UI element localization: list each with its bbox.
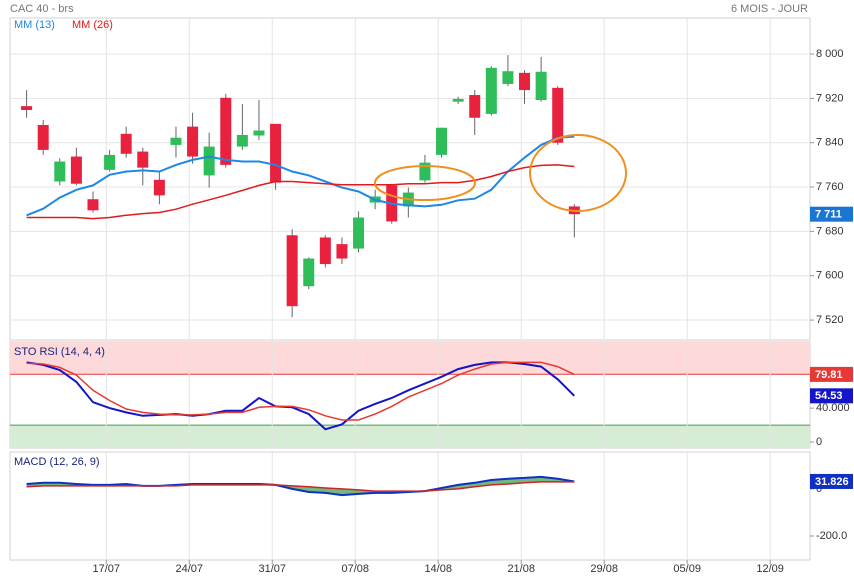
candle-body — [270, 123, 282, 183]
y-tick-label: 7 680 — [816, 225, 844, 237]
candle-body — [37, 124, 49, 150]
y-tick-label: -200.0 — [816, 530, 847, 542]
candle-body — [535, 71, 547, 101]
x-tick-label: 12/09 — [756, 563, 784, 575]
series-line — [26, 361, 575, 421]
candle-body — [120, 133, 132, 154]
x-tick-label: 31/07 — [258, 563, 286, 575]
panel — [9, 17, 811, 341]
y-tick-label: 7 840 — [816, 137, 844, 149]
value-badge-label: 31.826 — [815, 476, 849, 488]
legend-entry: MM (26) — [72, 19, 113, 31]
y-tick-label: 7 760 — [816, 181, 844, 193]
candle-body — [104, 154, 116, 170]
chart-title: CAC 40 - brs — [10, 3, 74, 15]
candle-body — [469, 95, 481, 118]
candle-body — [452, 98, 464, 102]
x-tick-label: 07/08 — [341, 563, 369, 575]
candle-body — [253, 130, 265, 136]
candle-body — [419, 162, 431, 181]
y-tick-label: 7 600 — [816, 270, 844, 282]
candle-body — [303, 258, 315, 287]
candle-body — [170, 137, 182, 145]
candle-body — [153, 179, 165, 196]
x-tick-label: 21/08 — [507, 563, 535, 575]
candle-body — [436, 127, 448, 155]
candle-body — [353, 217, 365, 249]
x-tick-label: 05/09 — [673, 563, 701, 575]
y-tick-label: 7 920 — [816, 92, 844, 104]
value-badge — [810, 473, 853, 489]
candle-body — [502, 71, 514, 84]
candle-body — [236, 134, 248, 147]
candle-body — [54, 161, 66, 182]
y-tick-label: 40.000 — [816, 402, 850, 414]
candle-body — [203, 146, 215, 176]
candle-body — [286, 235, 298, 307]
y-tick-label: 0 — [816, 436, 822, 448]
legend-entry: MM (13) — [14, 19, 55, 31]
oversold-zone — [10, 425, 810, 448]
value-badge-label: 54.53 — [815, 390, 843, 402]
overbought-zone — [10, 342, 810, 375]
candle-body — [187, 126, 199, 157]
value-badge — [810, 388, 853, 404]
candle-body — [137, 151, 149, 168]
panel-title: STO RSI (14, 4, 4) — [14, 346, 105, 358]
series-line — [26, 481, 575, 492]
y-tick-label: 7 520 — [816, 314, 844, 326]
series-line — [26, 164, 575, 220]
candle-body — [21, 106, 33, 110]
candle-body — [319, 237, 331, 265]
x-tick-label: 24/07 — [175, 563, 203, 575]
value-badge-label: 79.81 — [815, 369, 843, 381]
x-tick-label: 29/08 — [590, 563, 618, 575]
series-line — [26, 361, 576, 431]
value-badge-label: 7 711 — [815, 209, 842, 221]
panel — [9, 451, 811, 561]
value-badge — [810, 366, 853, 382]
annotation-ellipse — [529, 134, 627, 212]
x-tick-label: 14/08 — [424, 563, 452, 575]
y-tick-label: 8 000 — [816, 48, 844, 60]
candle-body — [87, 199, 99, 211]
panel-title: MACD (12, 26, 9) — [14, 456, 100, 468]
candle-body — [519, 72, 531, 91]
candle-body — [485, 67, 497, 114]
value-badge — [810, 206, 853, 222]
series-line — [26, 475, 575, 497]
candle-body — [336, 244, 348, 259]
annotation-ellipse — [374, 165, 476, 201]
period-label: 6 MOIS - JOUR — [731, 3, 808, 15]
candle-body — [552, 87, 564, 143]
series-line — [26, 135, 575, 217]
candle-body — [220, 97, 232, 165]
x-tick-label: 17/07 — [92, 563, 120, 575]
candle-body — [70, 156, 82, 184]
